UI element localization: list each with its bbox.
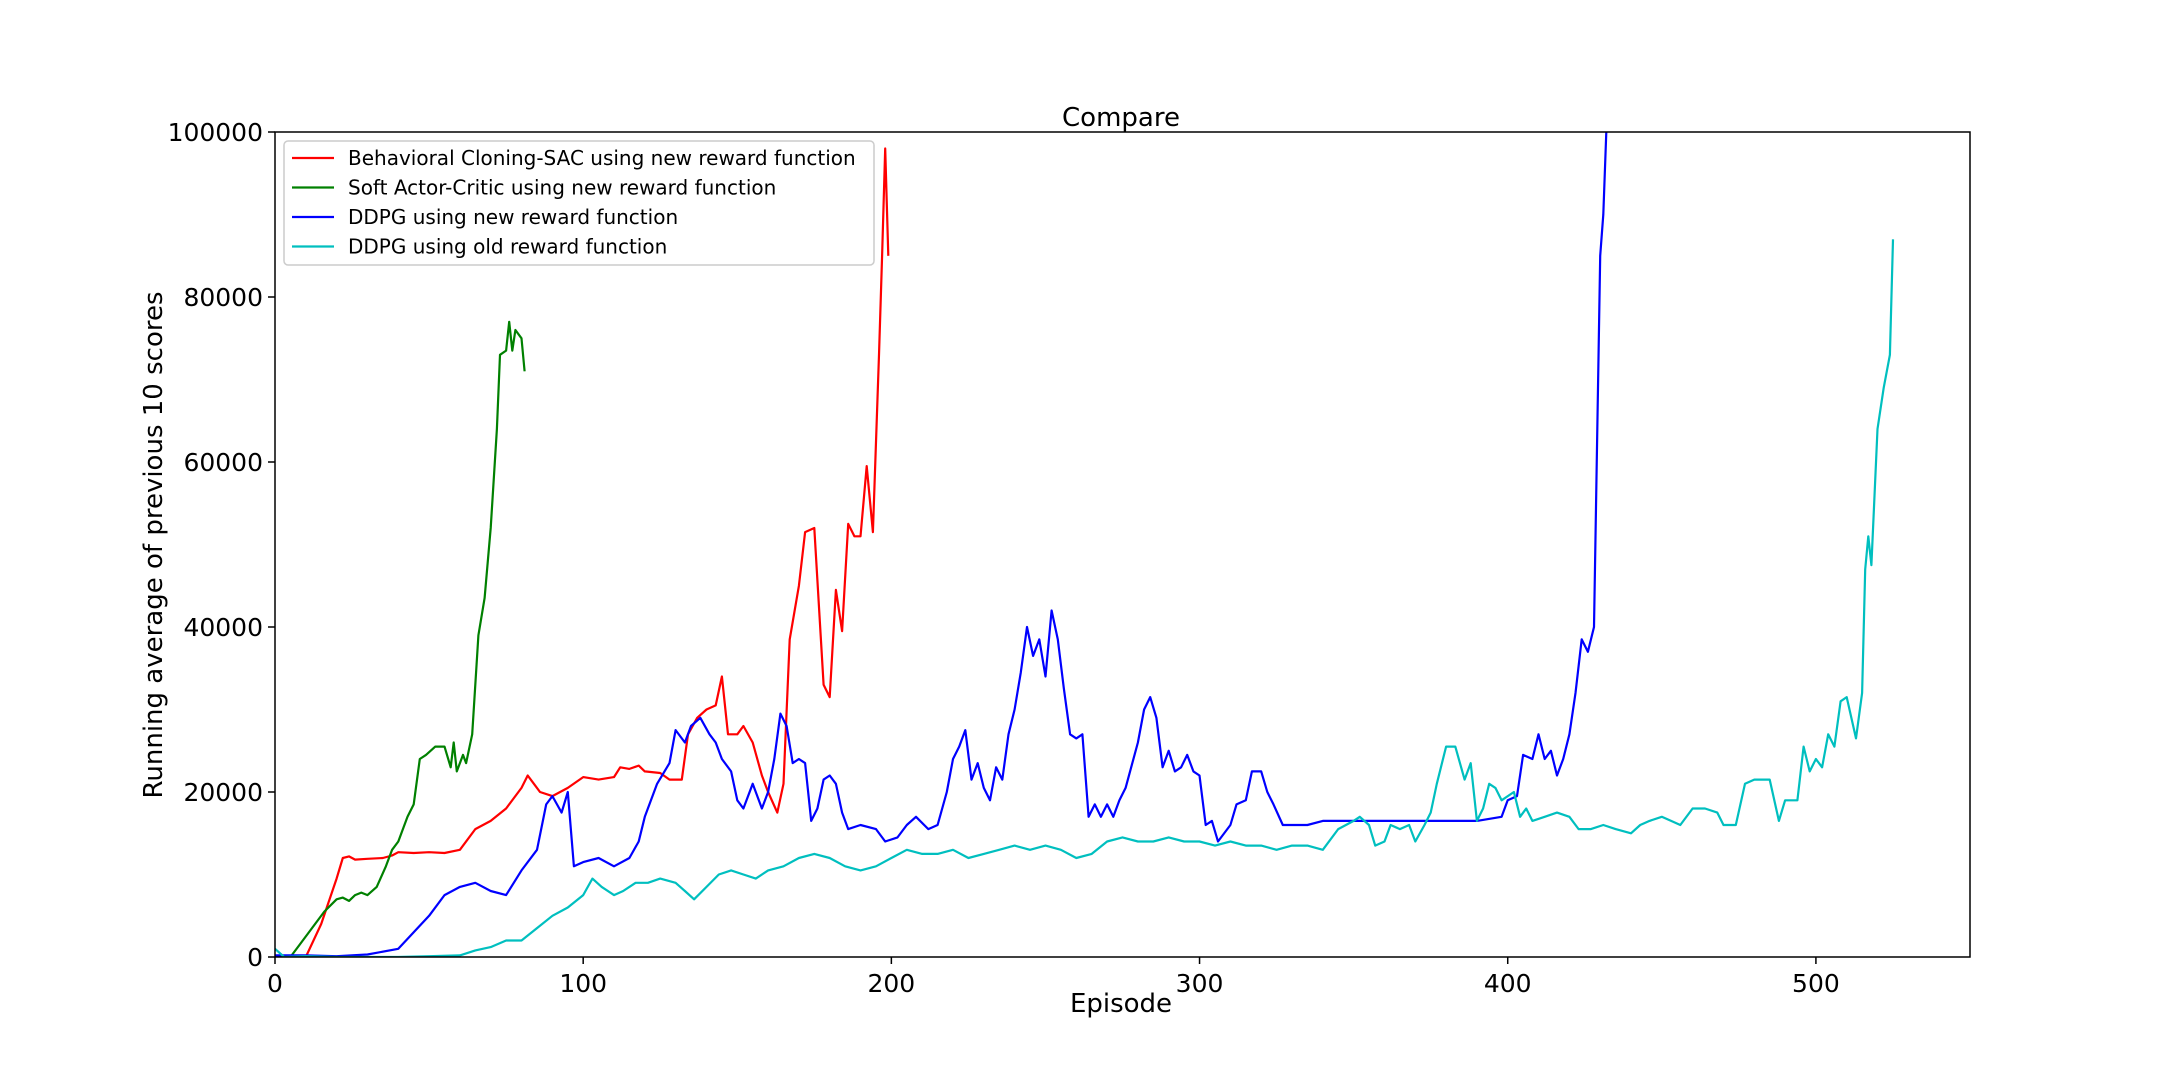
x-axis-label: Episode [1070,989,1172,1019]
x-tick-label: 100 [559,969,607,998]
legend-label: Soft Actor-Critic using new reward funct… [348,176,776,200]
plot-area-frame [274,131,1971,958]
x-tick-label: 300 [1176,969,1224,998]
x-tick-label: 500 [1792,969,1840,998]
x-axis-ticks: 0 100 200 300 400 500 [267,957,1840,998]
chart-title: Compare [1062,103,1180,133]
legend: Behavioral Cloning-SAC using new reward … [283,140,875,266]
y-axis-label: Running average of previous 10 scores [139,291,169,798]
y-tick-label: 40000 [183,613,263,642]
series-line-2 [275,320,526,957]
series-line-4 [275,239,1895,957]
y-tick-label: 80000 [183,283,263,312]
series-line-1 [304,147,890,957]
series-layer [275,132,1895,957]
legend-label: Behavioral Cloning-SAC using new reward … [348,146,856,170]
legend-label: DDPG using new reward function [348,205,678,229]
y-axis-ticks: 0 20000 40000 60000 80000 100000 [168,118,275,972]
legend-label: DDPG using old reward function [348,235,667,259]
x-tick-label: 200 [868,969,916,998]
y-tick-label: 100000 [168,118,263,147]
x-tick-label: 400 [1484,969,1532,998]
y-tick-label: 20000 [183,778,263,807]
legend-box [283,140,875,266]
series-line-3 [275,132,1608,957]
y-tick-label: 0 [247,943,263,972]
y-tick-label: 60000 [183,448,263,477]
x-tick-label: 0 [267,969,283,998]
